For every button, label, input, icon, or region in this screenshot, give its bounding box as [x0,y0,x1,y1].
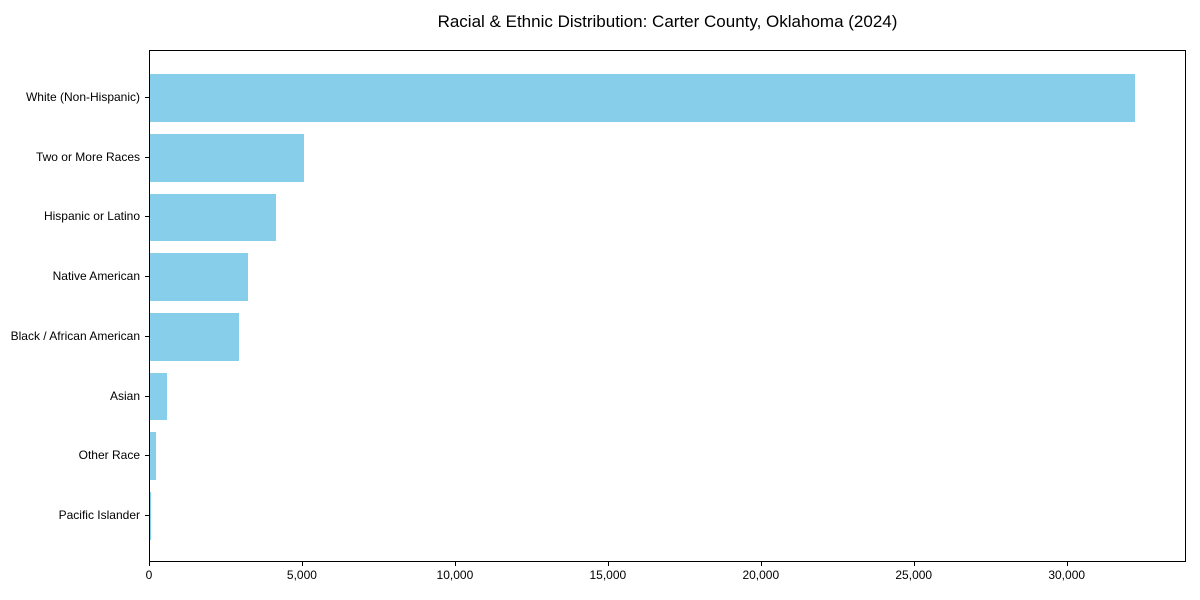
x-tick-label: 5,000 [286,568,317,582]
x-tick-label: 0 [145,568,153,582]
y-tick-mark [145,216,149,218]
y-tick-label: Other Race [78,448,140,463]
y-tick-mark [145,97,149,99]
x-tick-mark [760,562,762,566]
y-tick-label: White (Non-Hispanic) [25,90,140,105]
y-tick-mark [145,156,149,158]
x-tick-label: 15,000 [589,568,627,582]
y-tick-label: Pacific Islander [58,507,140,522]
bar [150,253,248,302]
y-tick-mark [145,276,149,278]
x-tick-mark [607,562,609,566]
y-tick-label: Two or More Races [35,149,140,164]
x-tick-mark [1066,562,1068,566]
plot-area [149,50,1186,562]
bar [150,133,304,182]
x-tick-mark [913,562,915,566]
y-tick-label: Native American [52,269,140,284]
bar [150,372,167,421]
x-tick-mark [149,562,150,566]
x-tick-label: 20,000 [742,568,780,582]
y-tick-mark [145,514,149,516]
x-tick-label: 25,000 [895,568,933,582]
bar [150,74,1135,122]
bar [150,312,239,361]
x-tick-mark [301,562,303,566]
y-tick-mark [145,335,149,337]
x-tick-mark [454,562,456,566]
chart-title: Racial & Ethnic Distribution: Carter Cou… [437,12,898,31]
y-tick-label: Black / African American [10,328,140,343]
x-tick-label: 30,000 [1048,568,1086,582]
bar [150,193,276,242]
y-tick-mark [145,395,149,397]
y-tick-label: Asian [109,388,140,403]
y-tick-mark [145,455,149,457]
bar [150,432,156,481]
x-tick-label: 10,000 [436,568,474,582]
y-tick-label: Hispanic or Latino [43,209,140,224]
bar [150,491,151,540]
